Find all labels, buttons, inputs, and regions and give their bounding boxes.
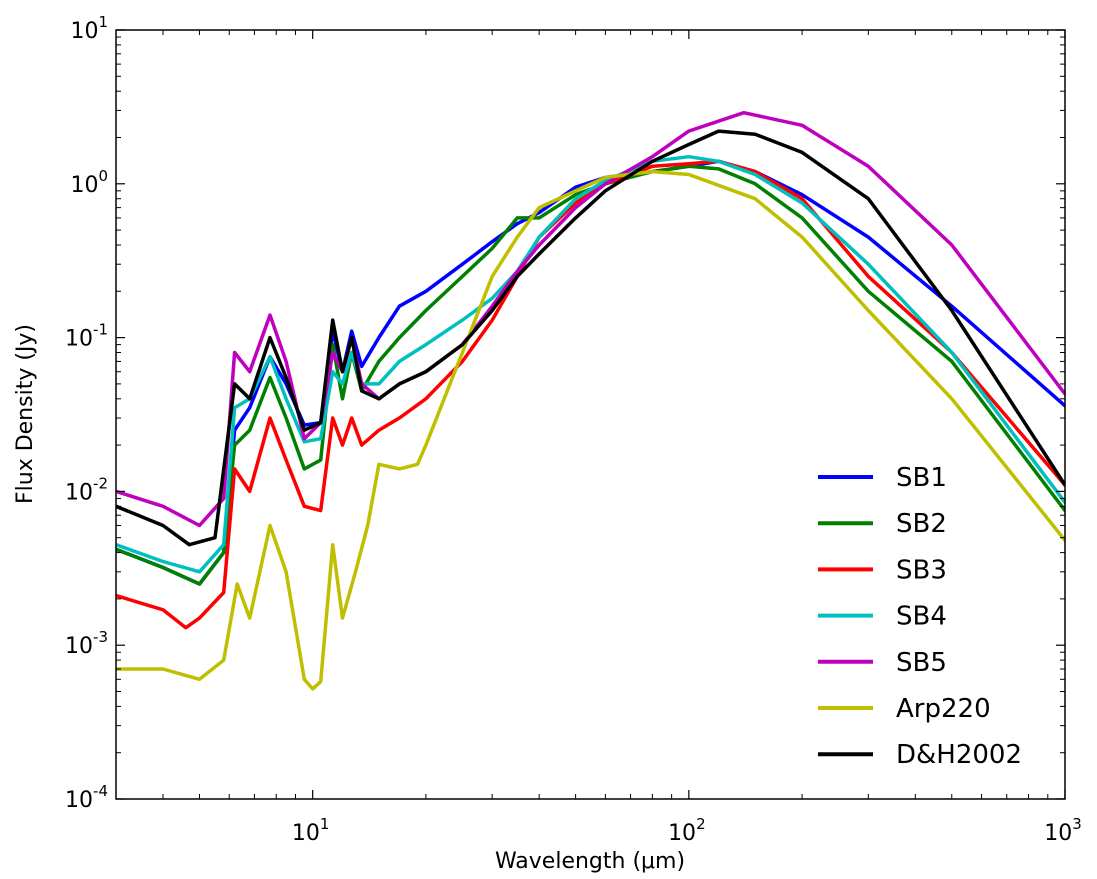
legend-label: SB3 (896, 555, 947, 585)
series-line-1 (116, 164, 1065, 586)
plot-frame (115, 29, 1066, 800)
x-tick-label: 103 (1044, 815, 1082, 846)
y-tick-label: 10-2 (65, 474, 108, 505)
y-tick-label: 10-1 (65, 321, 108, 352)
legend-label: SB1 (896, 463, 947, 493)
legend-label: SB2 (896, 509, 947, 539)
legend-label: SB5 (896, 648, 947, 678)
y-tick-label: 100 (70, 167, 108, 198)
legend-label: Arp220 (896, 694, 991, 724)
legend: SB1 SB2 SB3 SB4 SB5 Arp220 D&H2002 (818, 463, 1022, 770)
y-tick-label: 10-3 (65, 628, 108, 659)
x-tick-label: 102 (668, 815, 706, 846)
series-line-6 (116, 129, 1065, 547)
x-tick-label: 101 (292, 815, 330, 846)
y-tick-label: 101 (70, 13, 108, 44)
series-line-5 (116, 169, 1065, 691)
tick-layer: 101 102 103 10-4 10-3 10-2 10-1 100 101 (65, 13, 1082, 846)
y-axis-label: Flux Density (Jy) (13, 324, 38, 504)
x-axis-label: Wavelength (μm) (495, 849, 685, 874)
series-layer (116, 110, 1065, 691)
legend-label: SB4 (896, 602, 947, 632)
y-tick-label: 10-4 (65, 782, 108, 813)
legend-label: D&H2002 (896, 740, 1022, 770)
